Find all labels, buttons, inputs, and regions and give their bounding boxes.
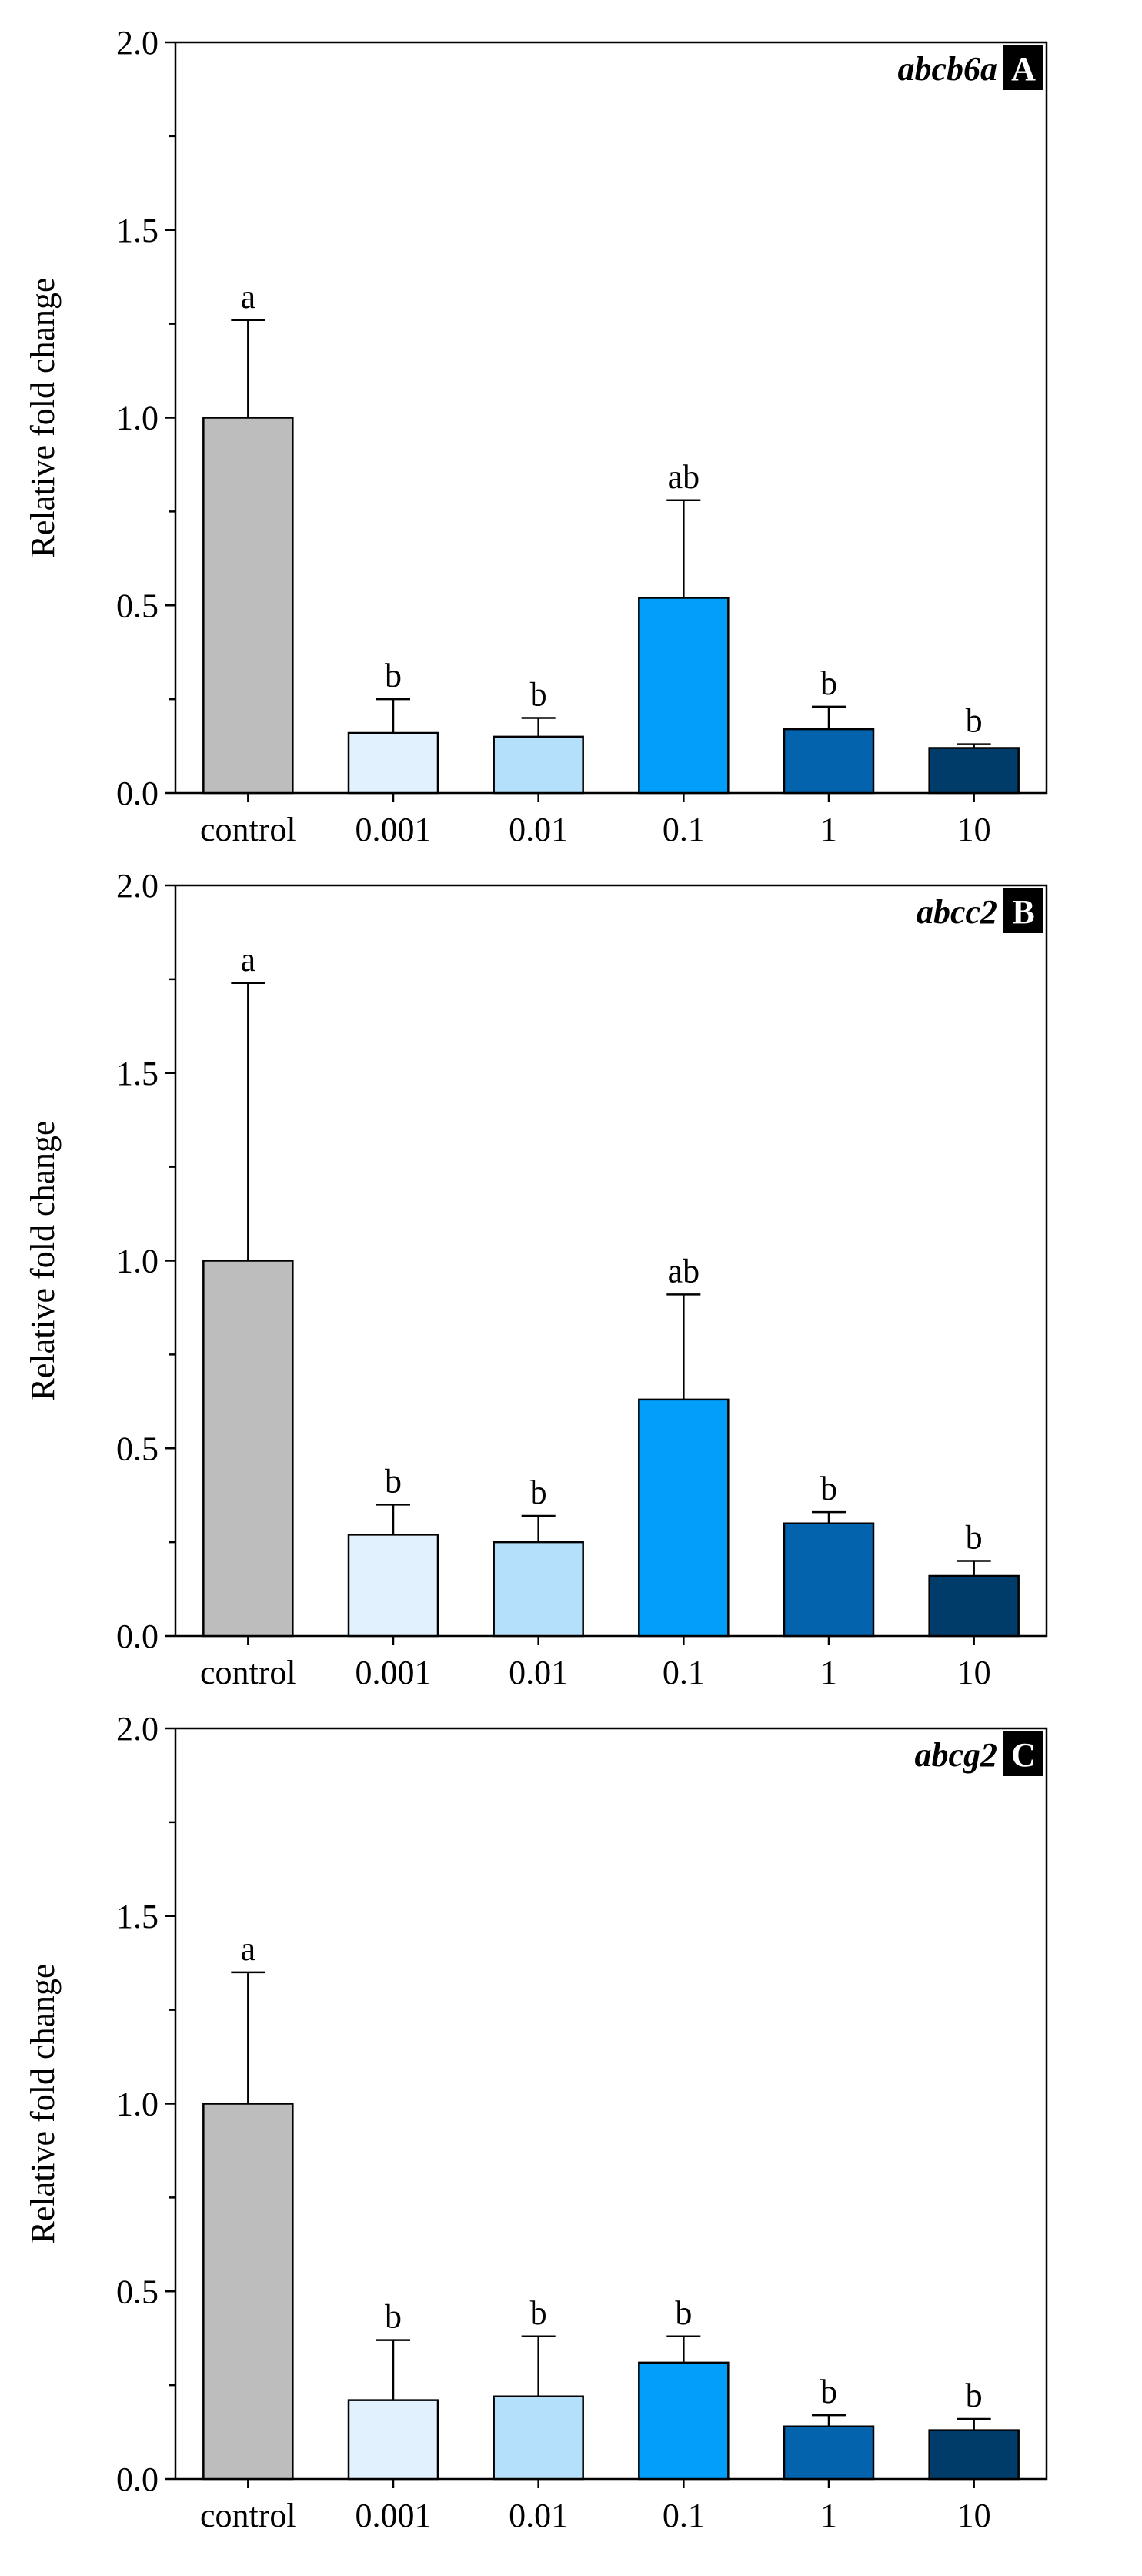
panel-letter: C — [1011, 1736, 1036, 1774]
bar-1 — [783, 728, 875, 795]
y-tick-label: 1.0 — [116, 400, 159, 437]
x-tick-label: control — [200, 2497, 296, 2534]
y-tick-label: 0.0 — [116, 774, 159, 812]
y-tick-label: 0.5 — [116, 587, 159, 624]
y-tick-label: 0.5 — [116, 2273, 159, 2310]
panel-letter-box — [1003, 888, 1043, 933]
bar-10 — [928, 1574, 1020, 1638]
panel-letter-box — [1003, 45, 1043, 90]
x-tick-label: 0.1 — [663, 1654, 705, 1691]
y-tick-label: 1.5 — [116, 1898, 159, 1935]
significance-label: a — [241, 278, 256, 316]
y-axis-title: Relative fold change — [24, 1120, 62, 1400]
panel-letter: A — [1011, 50, 1036, 88]
x-tick-label: control — [200, 811, 296, 848]
plot-frame — [174, 1727, 1048, 2481]
x-tick-label: 10 — [957, 811, 991, 848]
chart-panel-b: 0.0 0.5 1.0 1.5 2.0 Relative fold change a cont… — [24, 867, 1048, 1691]
x-tick-label: 0.01 — [509, 811, 568, 848]
bar-10 — [928, 2429, 1020, 2481]
y-tick-label: 1.5 — [116, 212, 159, 249]
x-tick-label: 1 — [820, 1654, 837, 1691]
x-tick-label: 0.1 — [663, 811, 705, 848]
significance-label: b — [385, 2298, 402, 2336]
significance-label: b — [530, 676, 547, 714]
bar-0_1 — [638, 2361, 730, 2481]
significance-label: b — [675, 2294, 692, 2332]
significance-label: b — [966, 702, 983, 740]
significance-label: b — [385, 1462, 402, 1500]
x-tick-label: control — [200, 1654, 296, 1691]
bar-control — [202, 1260, 294, 1638]
significance-label: b — [966, 1519, 983, 1557]
significance-label: b — [820, 1470, 837, 1507]
significance-label: ab — [668, 458, 700, 496]
x-tick-label: 0.001 — [356, 811, 432, 848]
significance-label: b — [966, 2377, 983, 2414]
significance-label: b — [820, 2373, 837, 2410]
bar-0_1 — [638, 597, 730, 795]
plot-frame — [174, 884, 1048, 1638]
y-axis-title: Relative fold change — [24, 1963, 62, 2243]
bar-0_001 — [347, 731, 439, 795]
x-tick-label: 0.1 — [663, 2497, 705, 2534]
x-tick-label: 0.001 — [356, 2497, 432, 2534]
y-tick-label: 2.0 — [116, 867, 159, 905]
y-axis-title: Relative fold change — [24, 277, 62, 557]
chart-panel-c: 0.0 0.5 1.0 1.5 2.0 Relative fold change a cont… — [24, 1710, 1048, 2534]
gene-label: abcc2 — [917, 893, 997, 931]
panel-letter-box — [1003, 1731, 1043, 1776]
bar-0_001 — [347, 2399, 439, 2481]
gene-label: abcg2 — [914, 1736, 997, 1774]
significance-label: a — [241, 1930, 256, 1968]
y-tick-label: 0.5 — [116, 1430, 159, 1467]
y-tick-label: 1.5 — [116, 1055, 159, 1092]
significance-label: b — [820, 664, 837, 702]
bar-0_01 — [493, 735, 584, 795]
x-tick-label: 1 — [820, 2497, 837, 2534]
bar-0_1 — [638, 1398, 730, 1638]
x-tick-label: 1 — [820, 811, 837, 848]
bar-1 — [783, 2425, 875, 2481]
significance-label: b — [530, 2294, 547, 2332]
bar-control — [202, 417, 294, 795]
bar-0_01 — [493, 1541, 584, 1638]
gene-label: abcb6a — [897, 50, 997, 88]
y-tick-label: 2.0 — [116, 24, 159, 62]
plot-frame — [174, 41, 1048, 795]
bar-0_01 — [493, 2395, 584, 2481]
significance-label: ab — [668, 1252, 700, 1290]
y-tick-label: 1.0 — [116, 2086, 159, 2123]
significance-label: b — [385, 657, 402, 694]
y-tick-label: 1.0 — [116, 1243, 159, 1280]
significance-label: a — [241, 941, 256, 979]
bar-control — [202, 2103, 294, 2481]
y-tick-label: 2.0 — [116, 1710, 159, 1748]
x-tick-label: 0.01 — [509, 1654, 568, 1691]
chart-panel-a: 0.0 0.5 1.0 1.5 2.0 Relative fold change a cont… — [24, 24, 1048, 848]
bar-10 — [928, 747, 1020, 795]
x-tick-label: 0.001 — [356, 1654, 432, 1691]
bar-1 — [783, 1522, 875, 1638]
y-tick-label: 0.0 — [116, 1618, 159, 1655]
bar-0_001 — [347, 1534, 439, 1638]
y-tick-label: 0.0 — [116, 2461, 159, 2498]
significance-label: b — [530, 1474, 547, 1511]
panel-letter: B — [1012, 893, 1034, 931]
x-tick-label: 10 — [957, 1654, 991, 1691]
x-tick-label: 10 — [957, 2497, 991, 2534]
x-tick-label: 0.01 — [509, 2497, 568, 2534]
